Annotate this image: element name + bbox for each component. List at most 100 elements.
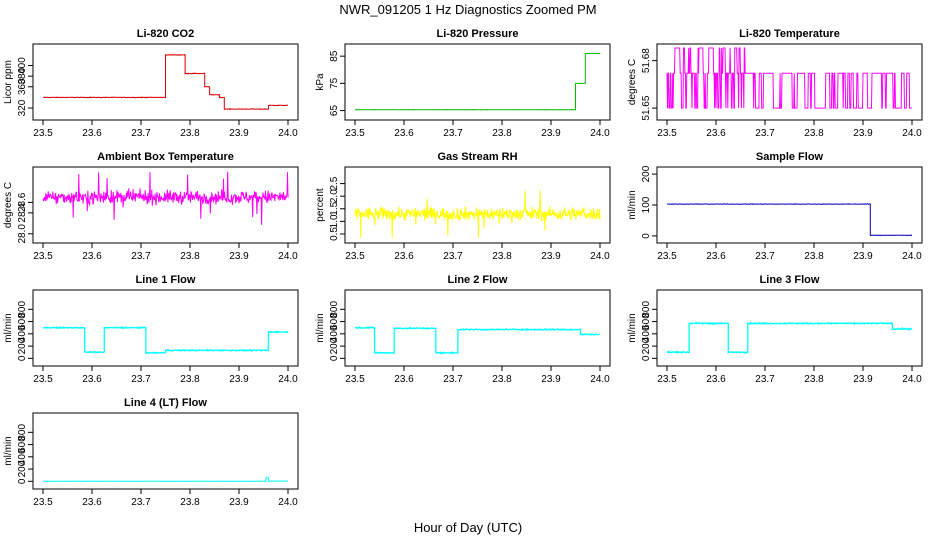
x-tick-label: 23.9 bbox=[229, 128, 249, 139]
x-tick-label: 23.8 bbox=[804, 251, 824, 262]
x-tick-label: 23.8 bbox=[180, 497, 200, 508]
y-tick-label: 2.5 bbox=[329, 176, 340, 190]
y-axis-label: ml/min bbox=[3, 313, 14, 342]
y-axis-label: percent bbox=[315, 188, 326, 222]
y-tick-label: 200 bbox=[641, 165, 652, 182]
x-tick-label: 24.0 bbox=[902, 128, 922, 139]
y-tick-label: 0 bbox=[17, 355, 28, 361]
x-tick-label: 23.7 bbox=[755, 128, 775, 139]
x-tick-label: 23.6 bbox=[394, 128, 414, 139]
panel-title: Li-820 Pressure bbox=[437, 28, 519, 40]
y-tick-label: 400 bbox=[17, 448, 28, 465]
y-tick-label: 380 bbox=[17, 67, 28, 84]
y-axis-label: degrees C bbox=[627, 59, 638, 105]
x-tick-label: 24.0 bbox=[278, 497, 298, 508]
series-line bbox=[354, 325, 601, 355]
x-tick-label: 23.7 bbox=[131, 128, 151, 139]
plot-frame bbox=[344, 43, 611, 121]
x-tick-label: 23.7 bbox=[443, 128, 463, 139]
x-tick-label: 23.9 bbox=[853, 251, 873, 262]
y-tick-label: 600 bbox=[17, 436, 28, 453]
y-tick-label: 600 bbox=[17, 313, 28, 330]
panel-line3: Line 3 Flow 23.5 23.6 23.7 23.8 23.9 24.0 02004… bbox=[627, 274, 923, 385]
panel-ambient: Ambient Box Temperature 23.5 23.6 23.7 23.8 2… bbox=[3, 151, 299, 262]
x-tick-label: 24.0 bbox=[590, 251, 610, 262]
panel-title: Line 3 Flow bbox=[760, 274, 820, 286]
y-tick-label: 85 bbox=[329, 50, 340, 62]
x-tick-label: 23.5 bbox=[657, 374, 677, 385]
y-axis-label: ml/min bbox=[3, 436, 14, 465]
x-tick-label: 23.6 bbox=[82, 374, 102, 385]
panel-title: Gas Stream RH bbox=[437, 151, 517, 163]
y-axis-label: kPa bbox=[315, 73, 326, 91]
y-tick-label: 800 bbox=[329, 301, 340, 318]
panel-line4: Line 4 (LT) Flow 23.5 23.6 23.7 23.8 23.9 24.0… bbox=[3, 397, 299, 508]
x-tick-label: 23.6 bbox=[706, 374, 726, 385]
y-tick-label: 1.0 bbox=[329, 214, 340, 228]
y-tick-label: 200 bbox=[17, 337, 28, 354]
x-tick-label: 23.5 bbox=[345, 374, 365, 385]
y-tick-label: 200 bbox=[17, 460, 28, 477]
x-tick-label: 24.0 bbox=[902, 374, 922, 385]
x-tick-label: 23.8 bbox=[492, 128, 512, 139]
x-tick-label: 23.7 bbox=[443, 374, 463, 385]
x-tick-label: 23.6 bbox=[82, 251, 102, 262]
plot-frame bbox=[32, 43, 299, 121]
panel-title: Line 1 Flow bbox=[136, 274, 196, 286]
panel-sampleflow: Sample Flow 23.5 23.6 23.7 23.8 23.9 24.0 0 100 2… bbox=[627, 151, 923, 262]
x-tick-label: 23.9 bbox=[853, 128, 873, 139]
y-tick-label: 800 bbox=[641, 301, 652, 318]
x-tick-label: 23.7 bbox=[131, 497, 151, 508]
series-line bbox=[42, 53, 289, 111]
y-tick-label: 28.4 bbox=[17, 203, 28, 223]
series-line bbox=[43, 477, 289, 482]
series-line bbox=[666, 47, 912, 109]
x-tick-label: 23.5 bbox=[33, 374, 53, 385]
y-tick-label: 600 bbox=[641, 313, 652, 330]
x-tick-label: 24.0 bbox=[278, 251, 298, 262]
x-tick-label: 23.5 bbox=[33, 128, 53, 139]
panel-li820temp: Li-820 Temperature 23.5 23.6 23.7 23.8 23.9 24… bbox=[627, 28, 923, 139]
plot-frame bbox=[656, 166, 923, 244]
panel-rh: Gas Stream RH 23.5 23.6 23.7 23.8 23.9 24.0 0.5… bbox=[315, 151, 611, 262]
y-tick-label: 0 bbox=[329, 355, 340, 361]
x-tick-label: 23.8 bbox=[804, 128, 824, 139]
y-tick-label: 0 bbox=[17, 478, 28, 484]
x-tick-label: 23.5 bbox=[657, 128, 677, 139]
panel-title: Line 4 (LT) Flow bbox=[124, 397, 207, 409]
x-tick-label: 23.6 bbox=[394, 251, 414, 262]
x-tick-label: 23.8 bbox=[180, 251, 200, 262]
x-tick-label: 23.9 bbox=[853, 374, 873, 385]
plot-frame bbox=[656, 43, 923, 121]
y-tick-label: 51.68 bbox=[641, 48, 652, 73]
x-tick-label: 23.8 bbox=[180, 128, 200, 139]
plot-frame bbox=[32, 289, 299, 367]
y-tick-label: 0.5 bbox=[329, 227, 340, 241]
x-tick-label: 23.5 bbox=[657, 251, 677, 262]
series-line bbox=[355, 52, 601, 111]
panel-title: Sample Flow bbox=[756, 151, 824, 163]
y-tick-label: 0 bbox=[641, 355, 652, 361]
x-tick-label: 23.7 bbox=[131, 251, 151, 262]
panel-pressure: Li-820 Pressure 23.5 23.6 23.7 23.8 23.9 24.0 6… bbox=[315, 28, 611, 139]
x-tick-label: 23.7 bbox=[755, 251, 775, 262]
figure-title: NWR_091205 1 Hz Diagnostics Zoomed PM bbox=[339, 2, 596, 17]
y-tick-label: 75 bbox=[329, 77, 340, 89]
x-tick-label: 24.0 bbox=[902, 251, 922, 262]
y-axis-label: ml/min bbox=[627, 190, 638, 219]
x-tick-label: 24.0 bbox=[590, 374, 610, 385]
plot-frame bbox=[656, 289, 923, 367]
panel-title: Line 2 Flow bbox=[448, 274, 508, 286]
x-tick-label: 23.9 bbox=[541, 251, 561, 262]
y-tick-label: 65 bbox=[329, 105, 340, 117]
plot-frame bbox=[32, 166, 299, 244]
x-tick-label: 23.8 bbox=[492, 251, 512, 262]
panel-title: Li-820 Temperature bbox=[739, 28, 840, 40]
plot-frame bbox=[32, 412, 299, 490]
series-line bbox=[42, 171, 289, 225]
x-tick-label: 23.9 bbox=[541, 374, 561, 385]
y-tick-label: 28.0 bbox=[17, 224, 28, 244]
series-line bbox=[666, 203, 913, 237]
y-tick-label: 800 bbox=[17, 301, 28, 318]
